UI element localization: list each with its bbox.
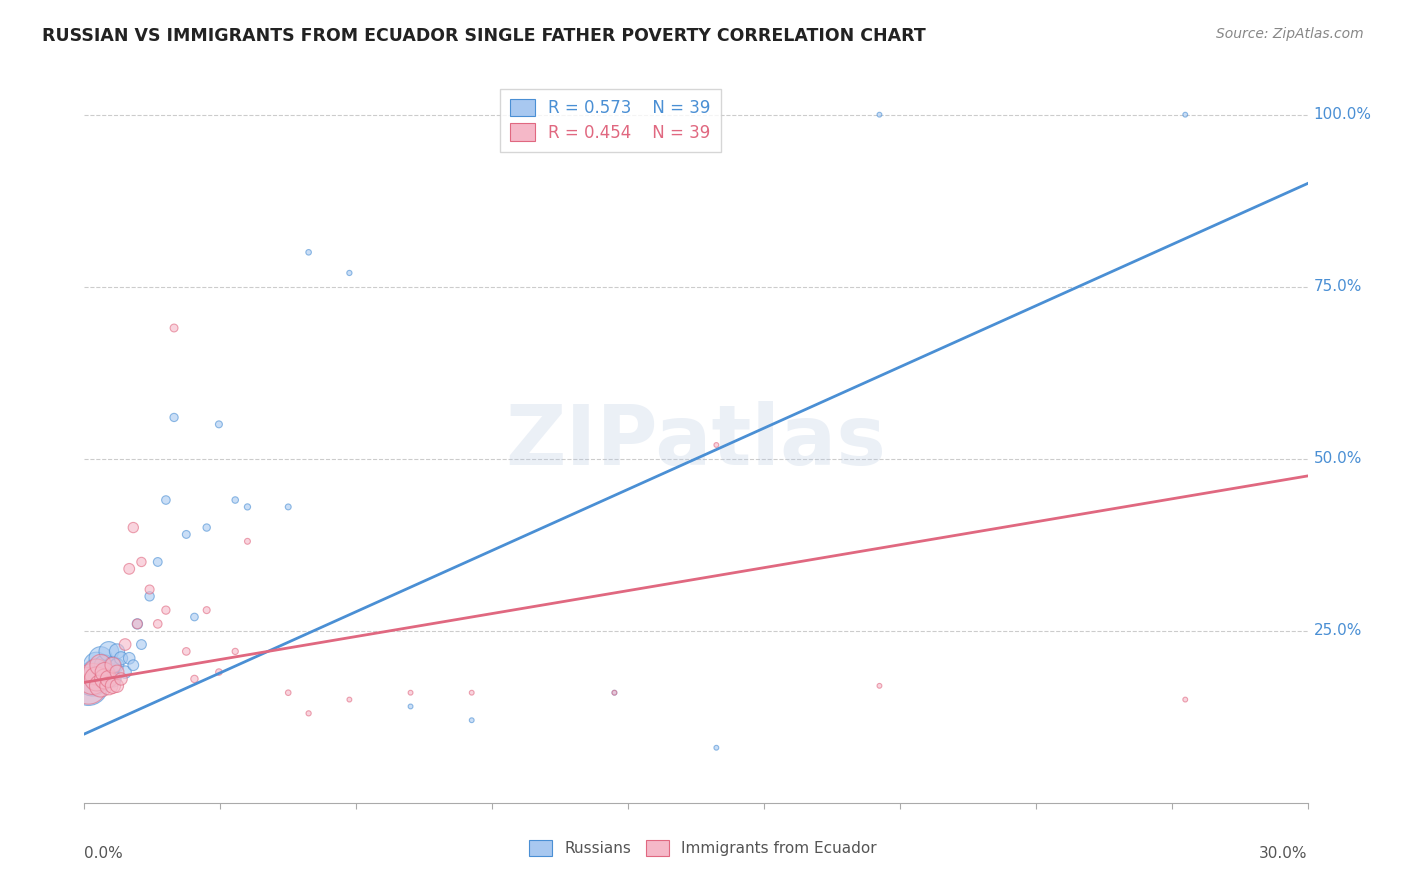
Point [105, 644, 128, 658]
Point [97, 644, 120, 658]
Point [236, 534, 259, 549]
Point [90, 658, 112, 673]
Point [90, 679, 112, 693]
Legend: Russians, Immigrants from Ecuador: Russians, Immigrants from Ecuador [523, 834, 883, 862]
Text: 75.0%: 75.0% [1313, 279, 1362, 294]
Point [101, 658, 124, 673]
Point [298, 245, 321, 260]
Text: 30.0%: 30.0% [1260, 847, 1308, 861]
Point [93, 665, 115, 679]
Point [86, 672, 108, 686]
Point [101, 672, 124, 686]
Point [195, 520, 218, 534]
Point [97, 679, 120, 693]
Point [122, 658, 145, 673]
Point [461, 713, 484, 727]
Point [82, 672, 104, 686]
Point [461, 686, 484, 700]
Point [77, 679, 100, 693]
Point [146, 616, 169, 631]
Text: 100.0%: 100.0% [1313, 107, 1372, 122]
Point [706, 740, 728, 755]
Point [399, 686, 422, 700]
Point [138, 582, 160, 597]
Point [122, 520, 145, 534]
Point [105, 658, 128, 673]
Point [399, 699, 422, 714]
Point [1174, 692, 1197, 706]
Point [155, 493, 177, 508]
Legend: R = 0.573    N = 39, R = 0.454    N = 39: R = 0.573 N = 39, R = 0.454 N = 39 [501, 88, 721, 152]
Point [706, 438, 728, 452]
Point [603, 686, 626, 700]
Point [224, 644, 246, 658]
Point [101, 679, 124, 693]
Point [174, 644, 197, 658]
Point [97, 665, 120, 679]
Point [105, 665, 128, 679]
Text: 25.0%: 25.0% [1313, 624, 1362, 639]
Point [110, 672, 132, 686]
Point [131, 555, 153, 569]
Point [77, 679, 100, 693]
Point [114, 638, 136, 652]
Point [183, 672, 205, 686]
Point [208, 417, 231, 432]
Point [90, 651, 112, 665]
Point [82, 672, 104, 686]
Point [224, 493, 246, 508]
Point [146, 555, 169, 569]
Point [86, 665, 108, 679]
Text: 50.0%: 50.0% [1313, 451, 1362, 467]
Point [869, 679, 891, 693]
Point [869, 108, 891, 122]
Point [195, 603, 218, 617]
Text: ZIPatlas: ZIPatlas [506, 401, 886, 482]
Point [93, 672, 115, 686]
Point [155, 603, 177, 617]
Point [86, 665, 108, 679]
Point [236, 500, 259, 514]
Point [86, 658, 108, 673]
Point [163, 321, 186, 335]
Point [1174, 108, 1197, 122]
Point [298, 706, 321, 721]
Point [101, 658, 124, 673]
Text: Source: ZipAtlas.com: Source: ZipAtlas.com [1216, 27, 1364, 41]
Text: RUSSIAN VS IMMIGRANTS FROM ECUADOR SINGLE FATHER POVERTY CORRELATION CHART: RUSSIAN VS IMMIGRANTS FROM ECUADOR SINGL… [42, 27, 927, 45]
Point [163, 410, 186, 425]
Point [127, 616, 149, 631]
Point [339, 266, 361, 280]
Point [110, 651, 132, 665]
Point [183, 610, 205, 624]
Point [174, 527, 197, 541]
Point [339, 692, 361, 706]
Point [277, 686, 299, 700]
Text: 0.0%: 0.0% [84, 847, 124, 861]
Point [131, 638, 153, 652]
Point [208, 665, 231, 679]
Point [93, 665, 115, 679]
Point [603, 686, 626, 700]
Point [114, 665, 136, 679]
Point [118, 562, 141, 576]
Point [90, 672, 112, 686]
Point [97, 672, 120, 686]
Point [277, 500, 299, 514]
Point [118, 651, 141, 665]
Point [93, 658, 115, 673]
Point [138, 590, 160, 604]
Point [105, 679, 128, 693]
Point [127, 616, 149, 631]
